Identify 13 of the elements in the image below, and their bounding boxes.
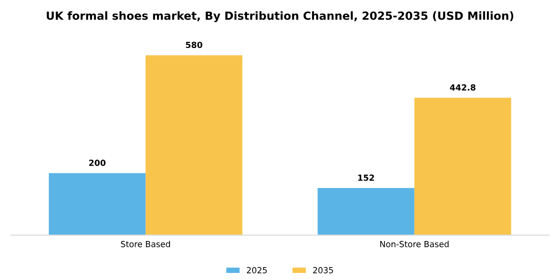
- data-label: 200: [89, 160, 106, 166]
- legend-label: 2025: [246, 267, 267, 274]
- chart-title: UK formal shoes market, By Distribution Channel, 2025-2035 (USD Million): [46, 11, 514, 22]
- bar: [48, 173, 146, 236]
- data-label: 152: [358, 174, 374, 181]
- data-label: 580: [186, 42, 202, 48]
- x-tick-label: Non-Store Based: [380, 240, 449, 248]
- legend-label: 2035: [313, 267, 333, 274]
- x-tick-label: Store Based: [121, 240, 170, 248]
- bar: [414, 98, 512, 236]
- bar: [318, 188, 414, 236]
- data-label: 442.8: [450, 84, 476, 91]
- bar: [146, 55, 242, 236]
